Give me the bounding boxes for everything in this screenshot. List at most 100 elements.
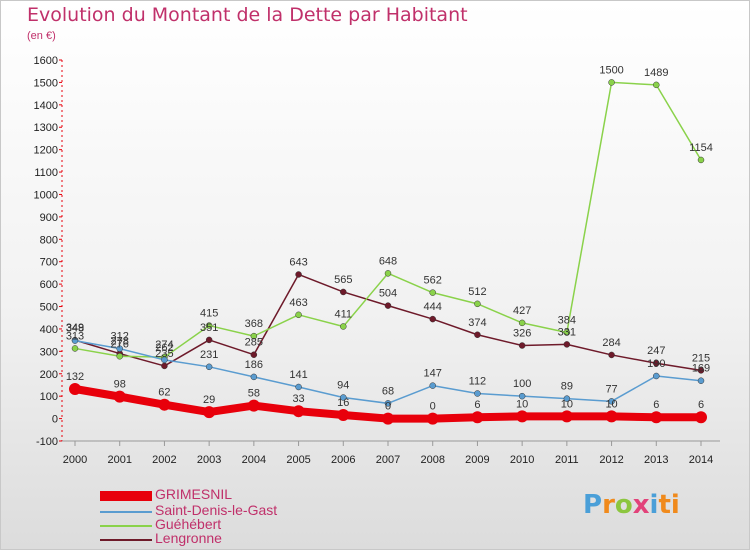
- data-point: [653, 81, 660, 89]
- data-point: [250, 351, 258, 358]
- data-label: 247: [647, 345, 665, 357]
- legend-swatch: [100, 525, 152, 527]
- series-lengronne: [71, 271, 705, 374]
- series-grimesnil: [69, 383, 707, 425]
- data-label: 562: [424, 275, 442, 287]
- data-point: [518, 392, 526, 400]
- data-point: [429, 315, 436, 323]
- data-label: 643: [289, 256, 307, 268]
- data-label: 94: [337, 380, 349, 392]
- x-tick-label: 2001: [107, 454, 131, 466]
- data-point: [247, 399, 260, 412]
- axes: -100010020030040050060070080090010001100…: [34, 55, 720, 466]
- data-label: 0: [430, 401, 436, 413]
- y-tick-label: 100: [40, 391, 58, 403]
- data-label: 100: [513, 378, 531, 390]
- data-label: 384: [558, 315, 576, 327]
- data-point: [340, 323, 347, 330]
- y-tick-label: 300: [40, 346, 58, 358]
- data-point: [116, 345, 123, 352]
- data-label: 16: [337, 397, 349, 409]
- x-tick-label: 2005: [286, 454, 310, 466]
- data-point: [161, 362, 168, 370]
- data-label: 132: [66, 371, 84, 383]
- legend-label: Lengronne: [155, 530, 222, 546]
- y-tick-label: 1300: [34, 122, 58, 134]
- y-tick-label: 600: [40, 279, 58, 291]
- data-label: 6: [474, 399, 480, 411]
- data-label: 1154: [689, 142, 713, 154]
- data-point: [203, 406, 216, 419]
- data-label: 6: [698, 399, 704, 411]
- y-tick-label: 0: [52, 414, 58, 426]
- chart-unit: (en €): [27, 30, 56, 42]
- data-label: 190: [647, 358, 665, 370]
- data-label: 62: [158, 387, 170, 399]
- y-tick-label: 1600: [34, 55, 58, 67]
- data-point: [429, 289, 436, 296]
- y-tick-label: 1200: [34, 145, 58, 157]
- data-label: 565: [334, 274, 352, 286]
- data-point: [429, 382, 436, 389]
- y-tick-label: 500: [40, 302, 58, 314]
- data-point: [161, 356, 168, 364]
- data-label: 276: [111, 338, 129, 350]
- data-point: [205, 363, 213, 371]
- data-point: [113, 390, 126, 403]
- legend-label: GRIMESNIL: [155, 486, 233, 502]
- data-point: [563, 395, 571, 402]
- data-label: 326: [513, 328, 531, 340]
- data-point: [384, 270, 392, 277]
- x-tick-label: 2004: [242, 454, 266, 466]
- data-label: 284: [602, 337, 620, 349]
- data-label: 231: [200, 349, 218, 361]
- y-tick-label: 800: [40, 234, 58, 246]
- data-label: 444: [424, 301, 442, 313]
- legend-label: Saint-Denis-le-Gast: [155, 502, 278, 518]
- data-point: [518, 342, 526, 349]
- data-label: 348: [66, 323, 84, 335]
- data-point: [71, 337, 79, 344]
- data-point: [650, 411, 663, 424]
- data-point: [608, 351, 615, 359]
- data-point: [474, 331, 481, 339]
- data-label: 368: [245, 318, 263, 330]
- data-point: [205, 336, 213, 344]
- data-point: [516, 410, 529, 423]
- series-line: [74, 81, 702, 358]
- y-tick-label: 900: [40, 212, 58, 224]
- data-point: [340, 394, 347, 401]
- data-label: 278: [111, 336, 129, 348]
- data-label: 262: [155, 342, 173, 354]
- legend-swatch: [100, 511, 152, 513]
- data-label: 141: [289, 369, 307, 381]
- data-label: 112: [469, 375, 487, 387]
- data-label: 504: [379, 288, 397, 300]
- data-point: [384, 302, 392, 309]
- x-tick-label: 2003: [197, 454, 221, 466]
- data-point: [337, 409, 350, 422]
- data-label: 89: [561, 381, 573, 393]
- proxiti-logo: Proxiti: [583, 490, 680, 520]
- data-label: 10: [605, 398, 617, 410]
- series-gu-h-bert: [71, 79, 705, 361]
- x-tick-label: 2000: [63, 454, 87, 466]
- data-label: 374: [468, 317, 486, 329]
- x-tick-label: 2011: [555, 454, 579, 466]
- y-tick-label: 700: [40, 257, 58, 269]
- data-label: 411: [335, 308, 353, 320]
- data-point: [205, 322, 213, 329]
- data-point: [695, 411, 707, 424]
- data-point: [426, 412, 439, 425]
- data-point: [518, 319, 526, 327]
- y-tick-label: 200: [40, 369, 58, 381]
- data-label: 331: [558, 326, 576, 338]
- data-labels-layer: 349 278 235 351 285 643 565 504 444 374 326 331 284 2…: [66, 64, 713, 412]
- y-tick-label: 1000: [34, 189, 58, 201]
- legend-swatch: [100, 491, 152, 501]
- legend-label: Guéhébert: [155, 516, 222, 532]
- data-point: [560, 410, 573, 423]
- data-point: [384, 400, 392, 407]
- data-label: 274: [155, 339, 173, 351]
